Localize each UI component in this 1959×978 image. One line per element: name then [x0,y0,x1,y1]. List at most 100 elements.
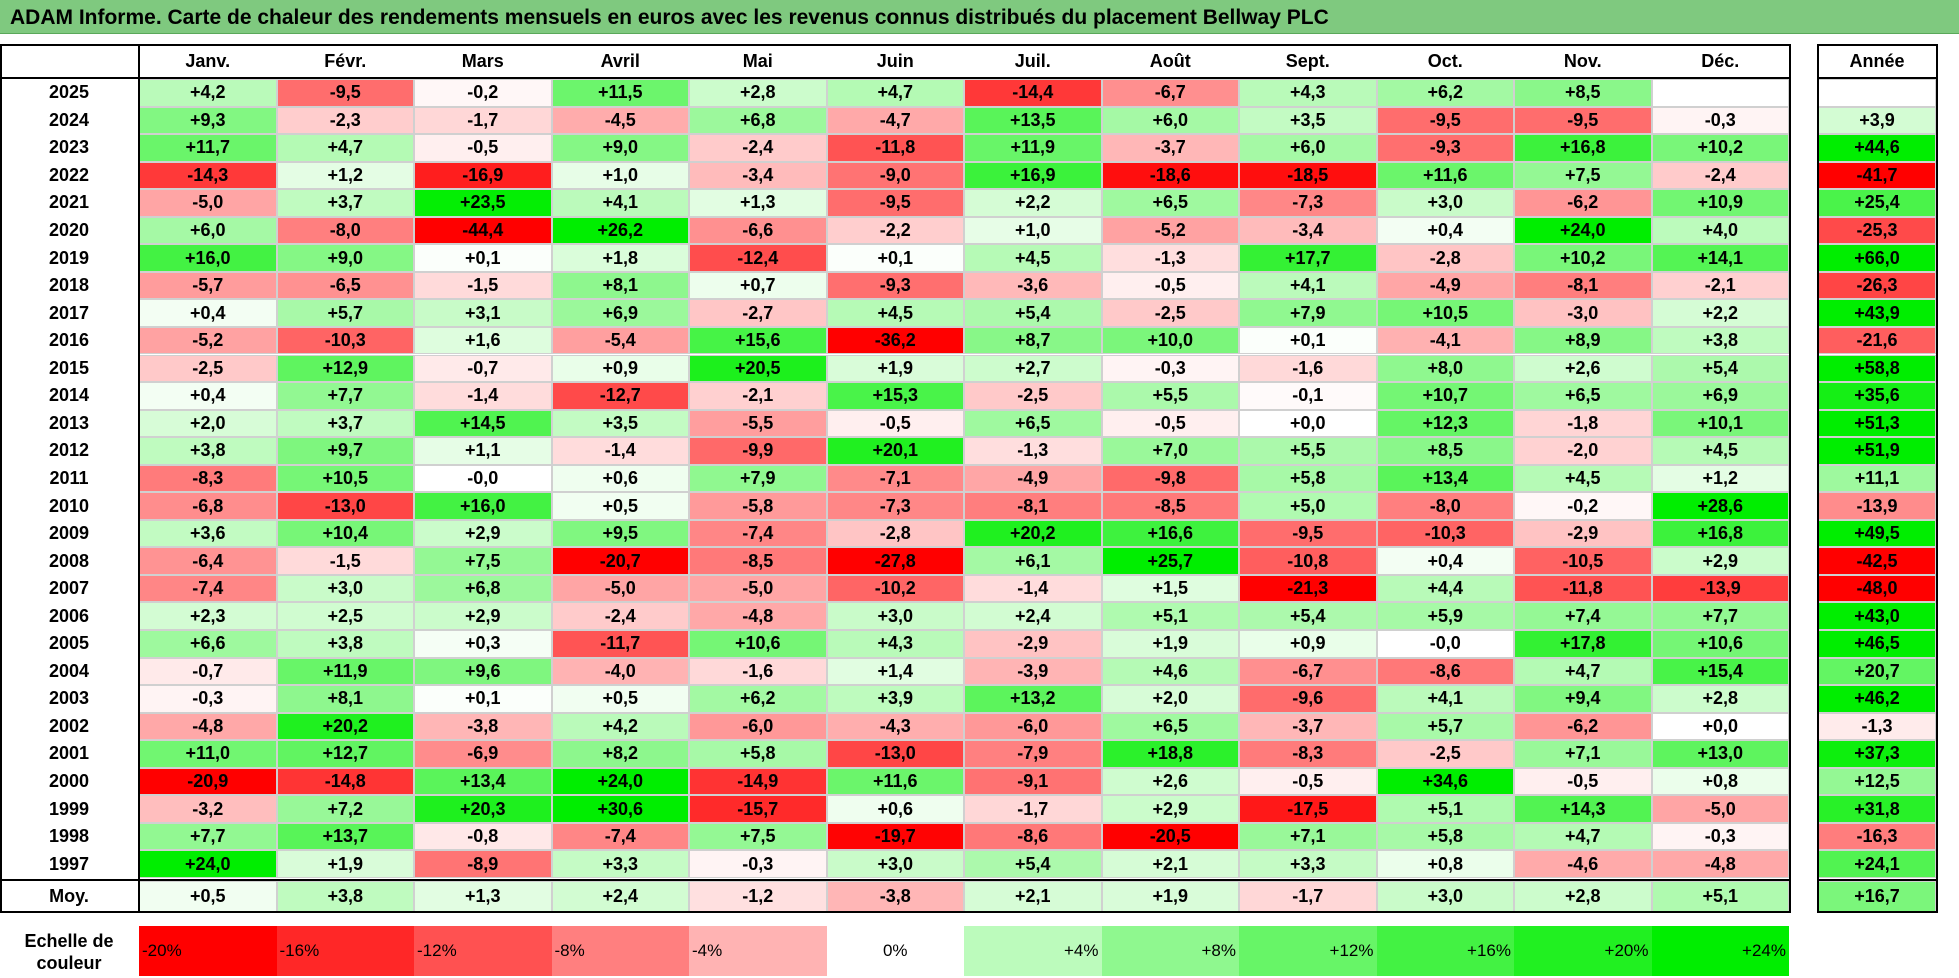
heatmap-cell: +7,7 [139,822,277,851]
heatmap-cell: -2,5 [1101,299,1239,327]
heatmap-cell: -7,3 [1239,189,1377,217]
legend-swatch: +4% [964,926,1102,976]
year-label: 2018 [48,275,90,296]
heatmap-cell: -9,3 [1376,134,1514,162]
legend-swatch: -16% [276,926,414,976]
heatmap-cell: -1,7 [964,795,1102,823]
heatmap-cell: +5,5 [1239,437,1377,465]
heatmap-cell: -13,0 [826,740,964,768]
heatmap-cell: +7,7 [1651,602,1789,630]
year-label: 2013 [48,412,90,433]
heatmap-cell: -5,0 [1651,795,1789,823]
annual-cell: +49,5 [1818,519,1936,548]
heatmap-cell: +2,0 [1101,685,1239,713]
heatmap-cell: +4,5 [964,244,1102,272]
annual-cell: -13,9 [1818,492,1936,520]
annual-cell: -21,6 [1818,326,1936,355]
average-cell: +2,8 [1514,880,1652,912]
month-header: Août [1149,50,1191,71]
heatmap-cell: -14,9 [689,767,827,796]
heatmap-cell: -1,7 [414,106,552,135]
heatmap-cell: -6,7 [1239,657,1377,686]
year-label: 1997 [48,853,90,874]
year-label: 2007 [48,578,90,599]
heatmap-cell: -0,7 [139,657,277,686]
heatmap-cell: -8,6 [1376,657,1514,686]
heatmap-cell: +16,0 [139,244,277,272]
heatmap-cell: +1,4 [826,657,964,686]
heatmap-cell: -0,3 [1651,106,1789,135]
heatmap-cell: +28,6 [1651,492,1789,520]
heatmap-cell: +3,5 [551,409,689,438]
heatmap-cell: +6,5 [1101,712,1239,741]
heatmap-cell: -10,3 [276,326,414,355]
heatmap-cell: -0,5 [826,409,964,438]
heatmap-cell: -2,0 [1514,437,1652,465]
heatmap-cell: +3,0 [826,602,964,630]
heatmap-cell: -0,5 [1514,767,1652,796]
heatmap-cell: +5,0 [1239,492,1377,520]
heatmap-cell: -7,4 [139,574,277,603]
heatmap-cell: +4,2 [139,79,277,107]
heatmap-cell: +4,0 [1651,216,1789,245]
heatmap-cell: -0,2 [1514,492,1652,520]
heatmap-cell: +2,3 [139,602,277,630]
heatmap-cell: +7,1 [1514,740,1652,768]
annual-cell: +58,8 [1818,354,1936,383]
heatmap-cell: +3,1 [414,299,552,327]
heatmap-cell: +10,6 [1651,630,1789,658]
legend-swatch: 0% [826,926,964,976]
heatmap-cell: +5,8 [1376,822,1514,851]
average-cell: +0,5 [139,880,277,912]
heatmap-cell: -2,8 [826,519,964,548]
heatmap-cell: +0,4 [139,299,277,327]
heatmap-cell: +16,8 [1514,134,1652,162]
heatmap-cell: -6,5 [276,271,414,300]
heatmap-cell: +7,5 [1514,161,1652,190]
annual-cell: +46,2 [1818,685,1936,713]
heatmap-cell: +15,6 [689,326,827,355]
month-header: Juil. [1014,50,1051,71]
heatmap-cell: +9,5 [551,519,689,548]
heatmap-cell: +5,7 [1376,712,1514,741]
heatmap-cell: +5,4 [964,299,1102,327]
annual-cell: +24,1 [1818,850,1936,878]
year-label: 1998 [48,826,90,847]
heatmap-cell: -2,5 [139,354,277,383]
heatmap-cell: +0,1 [414,244,552,272]
heatmap-cell: +5,7 [276,299,414,327]
heatmap-cell: +26,2 [551,216,689,245]
heatmap-cell: -14,3 [139,161,277,190]
heatmap-cell: +1,8 [551,244,689,272]
month-header: Avril [600,50,640,71]
heatmap-cell: +1,3 [689,189,827,217]
year-label: 2005 [48,633,90,654]
annual-cell: -41,7 [1818,161,1936,190]
heatmap-cell: -3,0 [1514,299,1652,327]
heatmap-cell: +3,8 [1651,326,1789,355]
heatmap-cell: +1,6 [414,326,552,355]
heatmap-cell: +2,8 [1651,685,1789,713]
heatmap-cell: -5,8 [689,492,827,520]
heatmap-cell: -2,4 [1651,161,1789,190]
heatmap-cell: -10,8 [1239,547,1377,575]
heatmap-cell: -21,3 [1239,574,1377,603]
heatmap-cell: +0,9 [1239,630,1377,658]
legend-swatch: -4% [689,926,827,976]
heatmap-cell: +6,8 [689,106,827,135]
heatmap-cell: +5,1 [1101,602,1239,630]
annual-cell [1818,79,1936,107]
heatmap-cell: +10,6 [689,630,827,658]
heatmap-cell: -6,2 [1514,712,1652,741]
heatmap-cell: +4,6 [1101,657,1239,686]
heatmap-cell: +2,6 [1101,767,1239,796]
heatmap-cell: +0,9 [551,354,689,383]
heatmap-cell: -5,4 [551,326,689,355]
heatmap-cell: +7,5 [689,822,827,851]
heatmap-cell: -1,3 [964,437,1102,465]
heatmap-cell: +6,8 [414,574,552,603]
heatmap-cell: -14,4 [964,79,1102,107]
year-label: 2000 [48,771,90,792]
annual-cell: +44,6 [1818,134,1936,162]
heatmap-cell: +2,9 [414,519,552,548]
